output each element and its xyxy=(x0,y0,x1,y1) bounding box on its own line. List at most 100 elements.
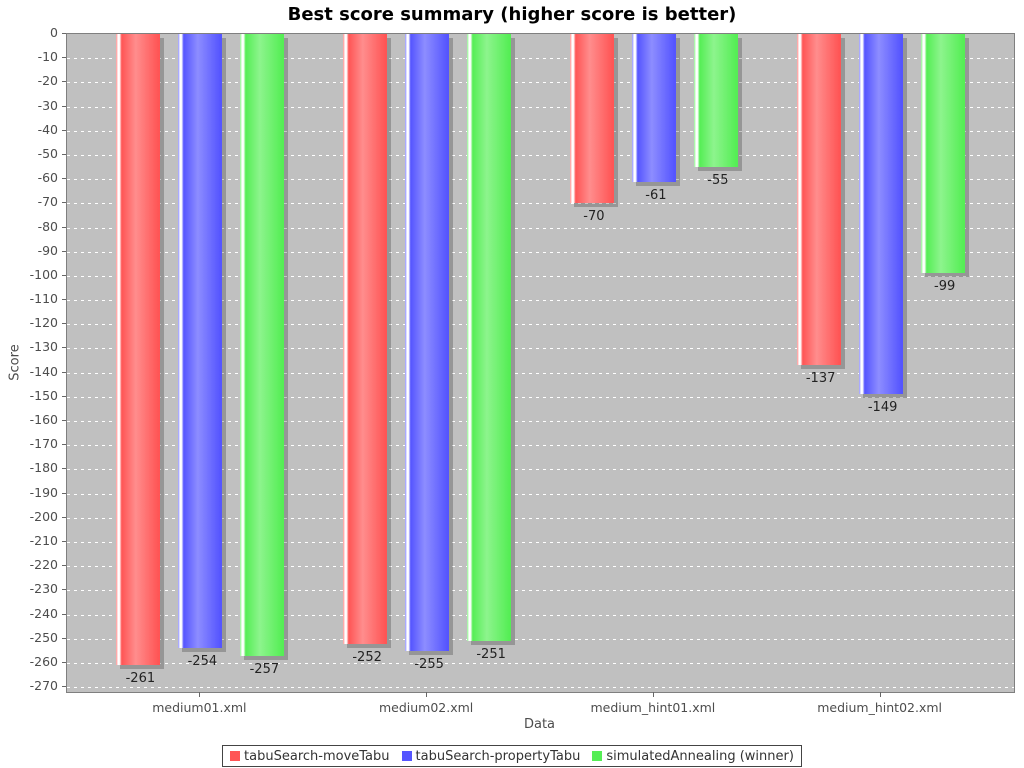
legend-swatch-icon xyxy=(592,751,603,761)
value-label: -70 xyxy=(583,209,605,224)
gridline xyxy=(67,276,1014,277)
y-tick-mark xyxy=(62,323,66,324)
value-label: -149 xyxy=(867,400,898,415)
bar-simulatedAnnealing (winner) xyxy=(467,34,512,641)
gridline xyxy=(67,252,1014,253)
gridline xyxy=(67,542,1014,543)
y-tick-mark xyxy=(62,638,66,639)
y-tick-label: -190 xyxy=(29,485,58,500)
legend-label: tabuSearch-moveTabu xyxy=(244,748,390,764)
legend-item: simulatedAnnealing (winner) xyxy=(592,749,794,764)
y-tick-mark xyxy=(62,589,66,590)
x-tick-mark xyxy=(426,692,428,697)
y-tick-label: -260 xyxy=(29,654,58,669)
gridline xyxy=(67,663,1014,664)
category-label: medium_hint01.xml xyxy=(590,700,716,715)
y-tick-mark xyxy=(62,372,66,373)
gridline xyxy=(67,445,1014,446)
y-tick-mark xyxy=(62,275,66,276)
gridline xyxy=(67,131,1014,132)
value-label: -261 xyxy=(125,671,156,686)
bar-simulatedAnnealing (winner) xyxy=(920,34,965,273)
bar-tabuSearch-moveTabu xyxy=(569,34,614,203)
y-tick-label: -10 xyxy=(37,49,58,64)
y-tick-label: -90 xyxy=(37,243,58,258)
y-tick-mark xyxy=(62,251,66,252)
y-tick-label: -230 xyxy=(29,581,58,596)
gridline xyxy=(67,107,1014,108)
chart-title: Best score summary (higher score is bett… xyxy=(287,4,737,25)
y-tick-label: -250 xyxy=(29,630,58,645)
bar-simulatedAnnealing (winner) xyxy=(240,34,285,656)
y-tick-mark xyxy=(62,347,66,348)
bar-tabuSearch-moveTabu xyxy=(796,34,841,365)
gridline xyxy=(67,639,1014,640)
y-tick-mark xyxy=(62,130,66,131)
y-tick-label: -140 xyxy=(29,364,58,379)
y-tick-label: 0 xyxy=(50,25,58,40)
gridline xyxy=(67,494,1014,495)
y-tick-label: -220 xyxy=(29,557,58,572)
gridline xyxy=(67,566,1014,567)
gridline xyxy=(67,373,1014,374)
value-label: -61 xyxy=(645,188,667,203)
bar-tabuSearch-moveTabu xyxy=(116,34,161,665)
y-tick-label: -100 xyxy=(29,267,58,282)
y-tick-mark xyxy=(62,662,66,663)
y-tick-mark xyxy=(62,81,66,82)
gridline xyxy=(67,324,1014,325)
value-label: -55 xyxy=(707,173,729,188)
bar-tabuSearch-moveTabu xyxy=(343,34,388,644)
gridline xyxy=(67,179,1014,180)
y-tick-mark xyxy=(62,57,66,58)
y-tick-mark xyxy=(62,396,66,397)
y-tick-mark xyxy=(62,517,66,518)
category-label: medium01.xml xyxy=(152,700,247,715)
y-tick-label: -30 xyxy=(37,98,58,113)
y-tick-mark xyxy=(62,686,66,687)
legend-label: simulatedAnnealing (winner) xyxy=(606,748,794,764)
gridline xyxy=(67,687,1014,688)
y-tick-label: -170 xyxy=(29,436,58,451)
y-tick-mark xyxy=(62,154,66,155)
gridline xyxy=(67,421,1014,422)
y-tick-mark xyxy=(62,614,66,615)
gridline xyxy=(67,590,1014,591)
y-tick-mark xyxy=(62,227,66,228)
category-label: medium02.xml xyxy=(378,700,474,715)
y-tick-mark xyxy=(62,468,66,469)
gridline xyxy=(67,203,1014,204)
legend-swatch-icon xyxy=(401,751,412,761)
bar-tabuSearch-propertyTabu xyxy=(858,34,903,394)
y-tick-label: -200 xyxy=(29,509,58,524)
y-tick-label: -50 xyxy=(37,146,58,161)
value-label: -137 xyxy=(805,371,836,386)
y-tick-label: -210 xyxy=(29,533,58,548)
y-tick-label: -180 xyxy=(29,460,58,475)
y-tick-mark xyxy=(62,420,66,421)
gridline xyxy=(67,228,1014,229)
y-tick-mark xyxy=(62,178,66,179)
y-tick-label: -270 xyxy=(29,678,58,693)
legend-item: tabuSearch-moveTabu xyxy=(230,748,390,764)
gridline xyxy=(67,155,1014,156)
value-label: -251 xyxy=(476,647,506,662)
y-tick-mark xyxy=(62,299,66,300)
y-tick-mark xyxy=(62,202,66,203)
y-tick-label: -40 xyxy=(37,122,58,137)
y-tick-label: -110 xyxy=(29,291,58,306)
legend: tabuSearch-moveTabu tabuSearch-propertyTa… xyxy=(222,745,802,767)
y-tick-mark xyxy=(62,106,66,107)
bar-tabuSearch-propertyTabu xyxy=(631,34,676,182)
gridline xyxy=(67,397,1014,398)
value-label: -252 xyxy=(352,650,382,665)
y-tick-label: -80 xyxy=(37,219,58,234)
y-tick-mark xyxy=(62,493,66,494)
y-tick-label: -160 xyxy=(29,412,58,427)
x-axis-title: Data xyxy=(523,717,556,732)
gridline xyxy=(67,518,1014,519)
bar-tabuSearch-propertyTabu xyxy=(405,34,450,651)
gridline xyxy=(67,615,1014,616)
bar-simulatedAnnealing (winner) xyxy=(693,34,738,167)
gridline xyxy=(67,58,1014,59)
